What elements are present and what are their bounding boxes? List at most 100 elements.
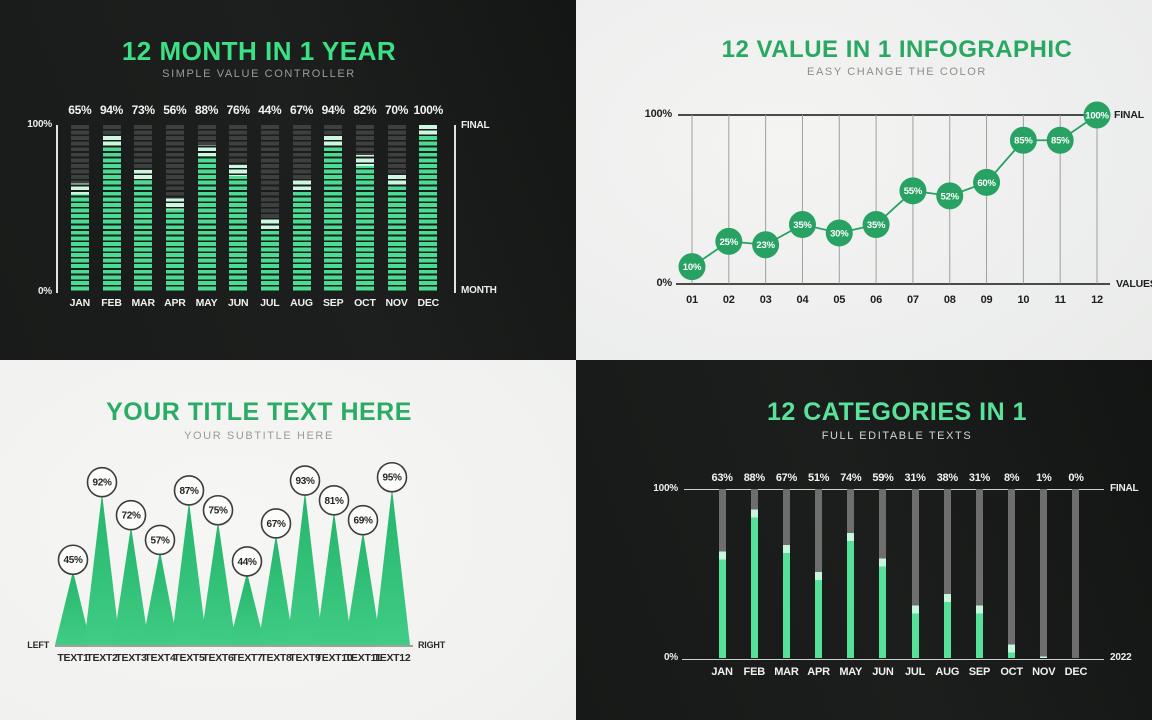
- bar-value-label: 94%: [99, 103, 124, 117]
- bar-category-label: AUG: [290, 297, 313, 309]
- value-badge-circle: [115, 499, 147, 531]
- quadrant-value-line-chart: 12 VALUE IN 1 INFOGRAPHIC EASY CHANGE TH…: [576, 0, 1152, 360]
- value-badge-circle: [57, 544, 89, 576]
- triangle-peak: [345, 531, 381, 645]
- badge-value-label: 75%: [208, 506, 228, 517]
- x-axis-label: 01: [686, 294, 698, 306]
- triangle-chart-canvas: 45% TEXT1 92% TEXT2 72% TEXT3 57% TEXT4 87% TEXT5…: [55, 461, 411, 664]
- right-axis-bottom-label: VALUES: [1116, 278, 1152, 290]
- triangle-peak: [142, 550, 178, 645]
- led-bar-column: 73% MAR: [127, 103, 159, 310]
- bar-category-label: JUL: [905, 666, 926, 678]
- value-marker: [973, 168, 1001, 196]
- led-bar-chart-area: 65% JAN 94% FEB 73% MAR 56% APR 88% MAY 76% JUN 44% J…: [64, 103, 444, 310]
- led-bar: [419, 125, 438, 292]
- bar-category-label: MAY: [195, 297, 218, 309]
- chart-subtitle: FULL EDITABLE TEXTS: [821, 430, 973, 442]
- thin-bar: [1072, 489, 1080, 658]
- bar-category-label: MAR: [131, 297, 156, 309]
- bar-value-label: 73%: [131, 103, 155, 117]
- thin-bar: [1040, 489, 1048, 658]
- bar-value-label: 82%: [353, 103, 377, 117]
- x-axis-label: TEXT9: [289, 652, 321, 664]
- bar-category-label: MAR: [774, 666, 799, 678]
- bar-value-label: 1%: [1036, 472, 1052, 484]
- badge-value-label: 92%: [92, 478, 112, 489]
- bottom-grid-line: [676, 283, 1110, 285]
- top-grid-line: [678, 114, 1106, 116]
- led-bar: [324, 125, 343, 292]
- value-marker: [1046, 126, 1074, 154]
- badge-value-label: 44%: [237, 557, 257, 568]
- led-bar-column: 100% DEC: [412, 103, 444, 310]
- thin-bar: [1008, 489, 1016, 658]
- led-bar: [134, 125, 153, 292]
- x-axis-label: TEXT7: [231, 652, 263, 664]
- x-axis-label: 02: [723, 294, 735, 306]
- led-bar-column: 88% MAY: [191, 103, 223, 310]
- right-axis-line: [454, 125, 456, 293]
- triangle-peak: [171, 501, 207, 645]
- bar-value-label: 31%: [968, 472, 991, 484]
- bar-value-label: 70%: [384, 103, 409, 117]
- led-bar: [229, 125, 248, 292]
- bar-category-label: APR: [807, 666, 830, 678]
- thin-bar-column: 0% DEC: [1060, 472, 1092, 678]
- bar-category-label: APR: [164, 297, 186, 309]
- led-bar-column: 44% JUL: [254, 103, 286, 310]
- marker-value-label: 35%: [867, 220, 886, 231]
- bar-value-label: 8%: [1003, 472, 1020, 484]
- triangle-peak: [55, 570, 91, 645]
- thin-bar: [782, 489, 790, 658]
- thin-bar: [879, 489, 887, 658]
- quadrant-triangle-chart: YOUR TITLE TEXT HERE YOUR SUBTITLE HERE …: [0, 360, 576, 720]
- value-marker: [862, 211, 890, 239]
- quadrant-categories-bar-chart: 12 CATEGORIES IN 1 FULL EDITABLE TEXTS 1…: [576, 360, 1152, 720]
- bar-value-label: 44%: [258, 103, 282, 117]
- bar-category-label: JAN: [69, 297, 91, 309]
- value-marker: [788, 211, 816, 239]
- bar-category-label: SEP: [968, 666, 991, 678]
- value-marker: [678, 253, 706, 281]
- top-grid-line: [684, 488, 1104, 490]
- x-axis-label: TEXT4: [144, 652, 176, 664]
- x-axis-label: 09: [981, 294, 993, 306]
- bar-value-label: 100%: [413, 103, 443, 117]
- chart-title: YOUR TITLE TEXT HERE: [106, 398, 412, 426]
- chart-title: 12 MONTH IN 1 YEAR: [121, 36, 397, 66]
- bar-category-label: JUN: [227, 297, 249, 309]
- x-axis-label: TEXT6: [202, 652, 234, 664]
- thin-bar: [718, 489, 726, 658]
- led-bar: [260, 125, 279, 292]
- marker-value-label: 35%: [793, 220, 812, 231]
- bar-category-label: JAN: [711, 666, 733, 678]
- bar-category-label: JUL: [260, 297, 280, 309]
- bar-category-label: AUG: [935, 666, 960, 678]
- bar-value-label: 76%: [226, 103, 250, 117]
- bar-category-label: FEB: [743, 666, 766, 678]
- right-axis-top-label: FINAL: [1114, 109, 1144, 121]
- value-marker: [936, 182, 964, 210]
- triangle-peak: [374, 488, 410, 645]
- thin-bar: [750, 489, 758, 658]
- badge-value-label: 81%: [324, 496, 344, 507]
- badge-value-label: 95%: [382, 473, 402, 484]
- chart-subtitle: YOUR SUBTITLE HERE: [184, 430, 334, 442]
- badge-value-label: 45%: [63, 555, 83, 566]
- thin-bar-column: 63% JAN: [706, 472, 738, 678]
- chart-subtitle: EASY CHANGE THE COLOR: [807, 66, 987, 78]
- thin-bar: [943, 489, 951, 658]
- x-axis-label: 06: [870, 294, 882, 306]
- led-bar: [355, 125, 374, 292]
- bar-category-label: DEC: [417, 297, 440, 309]
- baseline: [55, 645, 413, 647]
- x-axis-label: 07: [907, 294, 919, 306]
- value-badge-circle: [86, 466, 118, 498]
- value-badge-circle: [376, 461, 408, 493]
- thin-bar: [815, 489, 823, 658]
- led-bar: [197, 125, 216, 292]
- led-bar: [292, 125, 311, 292]
- y-axis-min-label: 0%: [37, 286, 52, 297]
- x-axis-label: 10: [1017, 294, 1029, 306]
